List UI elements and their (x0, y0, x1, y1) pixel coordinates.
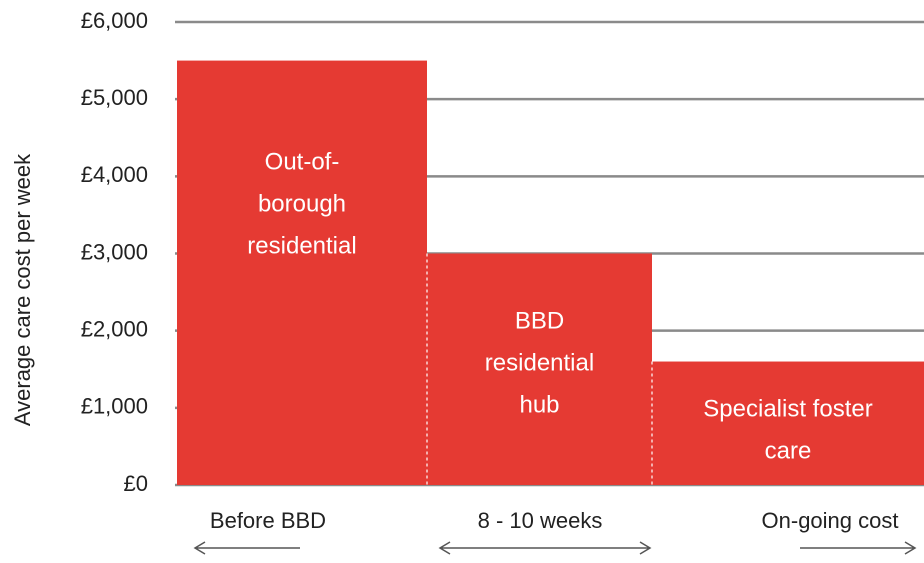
y-tick-label: £0 (124, 471, 148, 496)
bar-label: borough (258, 190, 346, 217)
y-tick-label: £3,000 (81, 239, 148, 264)
arrow-left (193, 541, 300, 555)
bar-label: Out-of- (265, 148, 340, 175)
bar-label: residential (485, 349, 594, 376)
arrow-both (438, 541, 652, 555)
x-tick-label: Before BBD (210, 508, 326, 533)
bar (652, 361, 924, 485)
y-tick-label: £5,000 (81, 85, 148, 110)
y-axis-label: Average care cost per week (10, 153, 35, 426)
bar-label: BBD (515, 307, 564, 334)
arrow-right (800, 541, 917, 555)
bar-label: Specialist foster (703, 395, 872, 422)
bar (427, 253, 652, 485)
y-tick-label: £2,000 (81, 316, 148, 341)
x-tick-label: 8 - 10 weeks (478, 508, 603, 533)
bar (177, 60, 427, 485)
x-tick-label: On-going cost (762, 508, 899, 533)
period-arrows (193, 541, 917, 555)
y-tick-label: £1,000 (81, 394, 148, 419)
bar-label: care (765, 437, 812, 464)
y-tick-label: £6,000 (81, 8, 148, 33)
bar-label: hub (519, 391, 559, 418)
y-tick-label: £4,000 (81, 162, 148, 187)
bar-label: residential (247, 232, 356, 259)
